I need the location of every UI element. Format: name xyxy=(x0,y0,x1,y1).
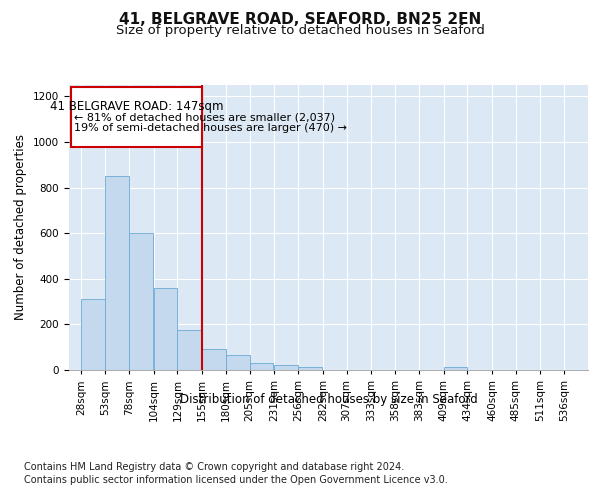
Y-axis label: Number of detached properties: Number of detached properties xyxy=(14,134,28,320)
Bar xyxy=(298,366,322,370)
Bar xyxy=(443,366,467,370)
Bar xyxy=(129,233,152,370)
Bar xyxy=(226,355,250,370)
Bar xyxy=(202,350,226,370)
FancyBboxPatch shape xyxy=(71,88,202,146)
Text: 19% of semi-detached houses are larger (470) →: 19% of semi-detached houses are larger (… xyxy=(74,123,347,133)
Bar xyxy=(82,300,105,370)
Bar xyxy=(274,366,298,370)
Bar xyxy=(250,363,274,370)
Text: Distribution of detached houses by size in Seaford: Distribution of detached houses by size … xyxy=(180,392,478,406)
Text: 41 BELGRAVE ROAD: 147sqm: 41 BELGRAVE ROAD: 147sqm xyxy=(50,100,223,113)
Bar xyxy=(105,176,129,370)
Text: Size of property relative to detached houses in Seaford: Size of property relative to detached ho… xyxy=(116,24,484,37)
Text: 41, BELGRAVE ROAD, SEAFORD, BN25 2EN: 41, BELGRAVE ROAD, SEAFORD, BN25 2EN xyxy=(119,12,481,28)
Text: Contains HM Land Registry data © Crown copyright and database right 2024.: Contains HM Land Registry data © Crown c… xyxy=(24,462,404,472)
Text: Contains public sector information licensed under the Open Government Licence v3: Contains public sector information licen… xyxy=(24,475,448,485)
Bar xyxy=(154,288,178,370)
Text: ← 81% of detached houses are smaller (2,037): ← 81% of detached houses are smaller (2,… xyxy=(74,112,335,122)
Bar xyxy=(178,330,201,370)
